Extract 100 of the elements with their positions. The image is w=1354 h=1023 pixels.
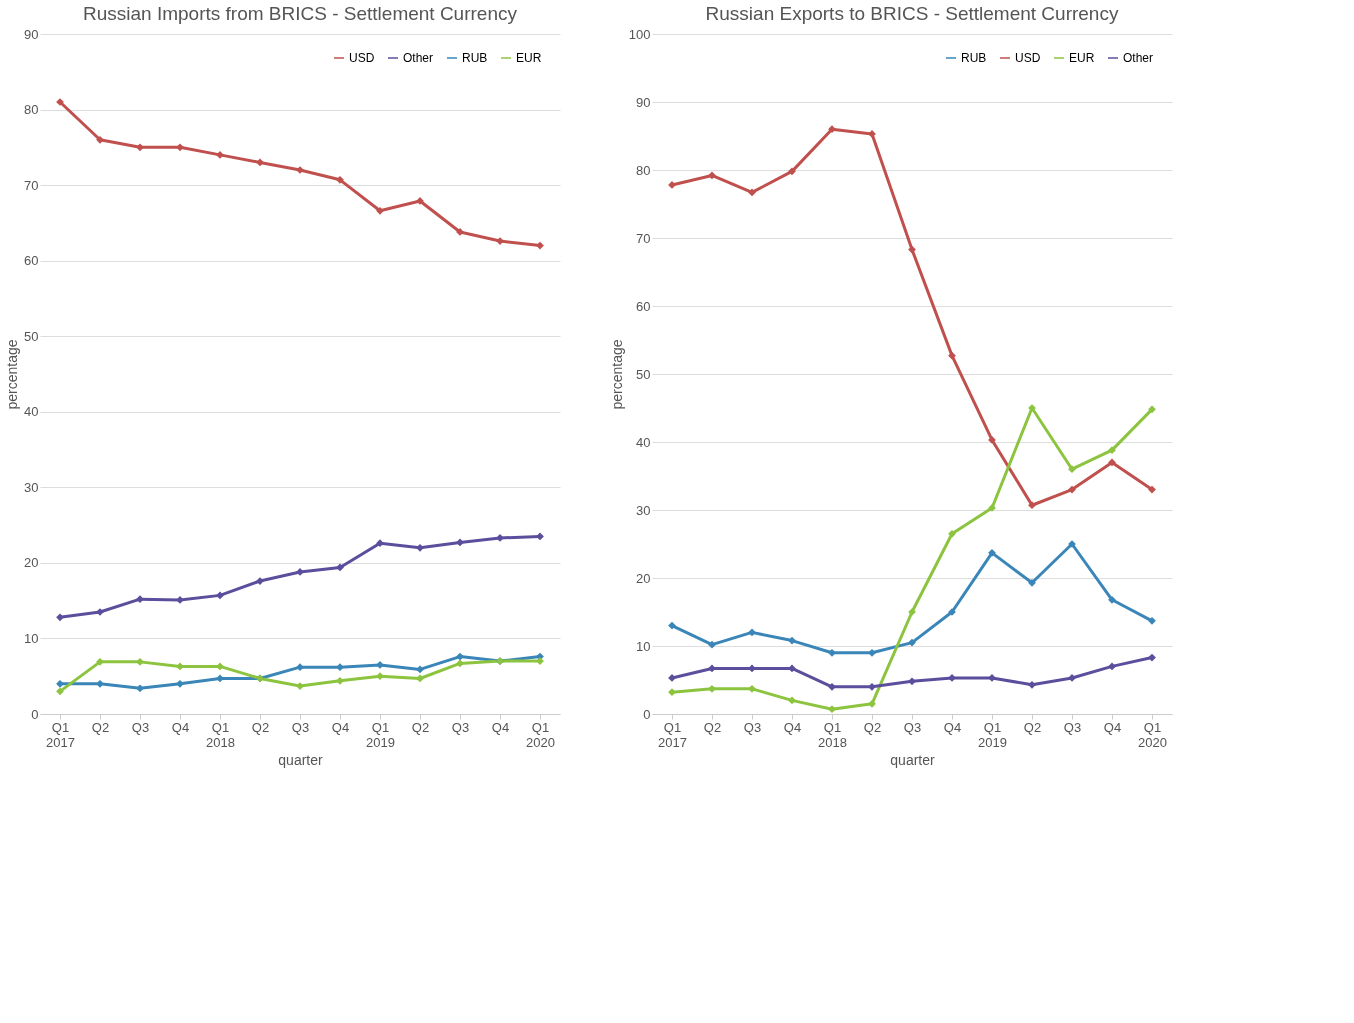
point [708,640,716,649]
x-tick-label: Q1 2019 [978,719,1007,750]
point [176,143,184,152]
x-axis-title: quarter [890,751,936,768]
point [828,682,836,691]
point [788,636,796,645]
x-tick-label: Q2 [411,719,430,735]
point [456,652,464,661]
point [948,351,956,360]
x-tick-label: Q2 [863,719,882,735]
point [336,175,344,184]
x-tick-label: Q1 2017 [658,719,687,750]
point [948,529,956,538]
x-tick-label: Q3 [131,719,150,735]
point [1148,405,1156,414]
point [216,151,224,159]
point [536,241,544,250]
point [136,684,144,693]
y-tick-label: 30 [24,479,39,495]
point [1068,465,1076,474]
point [376,672,384,681]
point [1108,446,1116,455]
x-tick-label: Q3 [743,719,762,735]
legend-label: RUB [961,51,987,65]
y-tick-label: 10 [636,638,651,654]
y-tick-label: 90 [636,94,651,110]
point [748,684,756,693]
point [1028,680,1036,689]
x-tick-label: Q1 2017 [46,719,75,750]
point [708,684,716,693]
point [1148,653,1156,662]
x-tick-label: Q1 2020 [526,719,555,750]
y-tick-label: 90 [24,26,39,42]
point [416,543,424,552]
x-tick-label: Q1 2018 [206,719,235,750]
x-tick-label: Q1 2019 [366,719,395,750]
y-tick-label: 40 [636,434,651,450]
point [748,628,756,637]
x-tick-label: Q2 [1023,719,1042,735]
point [668,621,676,630]
point [1108,662,1116,671]
y-tick-label: 50 [636,366,651,382]
point [1028,578,1036,587]
point [828,648,836,657]
y-tick-label: 80 [636,162,651,178]
point [1108,595,1116,604]
point [788,664,796,673]
point [376,661,384,669]
point [868,682,876,691]
x-tick-label: Q2 [251,719,270,735]
y-tick-label: 10 [24,630,39,646]
x-tick-label: Q3 [903,719,922,735]
point [376,539,384,548]
point [136,143,144,152]
x-tick-label: Q4 [331,719,350,735]
x-tick-label: Q3 [291,719,310,735]
x-tick-label: Q4 [171,719,190,735]
point [868,648,876,657]
point [376,206,384,215]
y-tick-label: 0 [31,706,39,722]
x-tick-label: Q4 [943,719,962,735]
legend-label: EUR [516,51,542,65]
point [176,679,184,688]
y-tick-label: 70 [24,177,39,193]
x-tick-label: Q3 [451,719,470,735]
point [456,659,464,668]
point [748,664,756,673]
point [828,705,836,714]
point [96,679,104,688]
y-tick-label: 60 [636,298,651,314]
point [256,158,264,167]
point [56,679,64,688]
y-tick-label: 20 [636,570,651,586]
point [668,688,676,697]
point [56,613,64,622]
point [136,657,144,666]
point [136,595,144,604]
point [908,245,916,254]
x-tick-label: Q4 [1103,719,1122,735]
point [216,662,224,671]
x-tick-label: Q4 [491,719,510,735]
point [1068,485,1076,494]
point [988,548,996,557]
point [216,591,224,600]
point [828,125,836,134]
point [1108,458,1116,467]
point [908,677,916,686]
y-tick-label: 50 [24,328,39,344]
point [336,563,344,572]
point [56,687,64,696]
y-tick-label: 100 [628,26,651,42]
point [96,657,104,666]
legend-label: RUB [462,51,488,65]
x-tick-label: Q3 [1063,719,1082,735]
y-tick-label: 70 [636,230,651,246]
legend-label: USD [1015,51,1041,65]
point [416,665,424,674]
legend-label: USD [349,51,375,65]
y-tick-label: 40 [24,404,39,420]
chart-title: Russian Imports from BRICS - Settlement Currency [83,3,518,24]
